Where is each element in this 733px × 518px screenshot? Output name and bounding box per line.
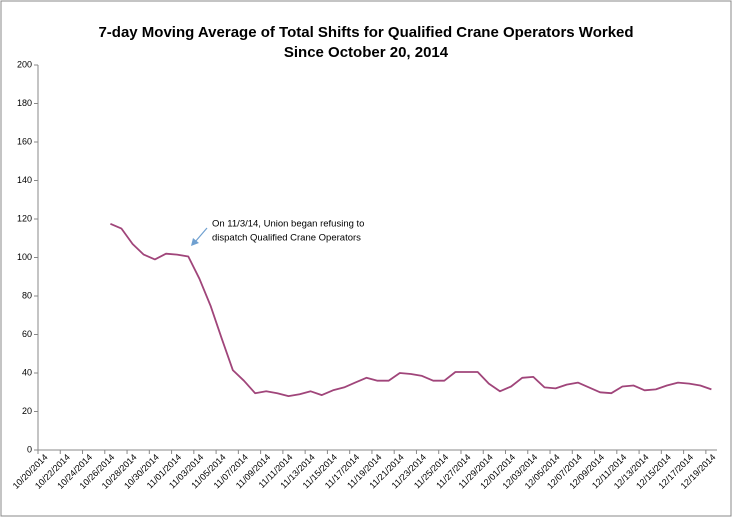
y-tick-label: 160 [17,136,32,146]
chart-subtitle: Since October 20, 2014 [284,44,449,61]
annotation: On 11/3/14, Union began refusing to [212,219,364,230]
annotation: dispatch Qualified Crane Operators [212,233,361,244]
y-tick-label: 100 [17,252,32,262]
annotation-arrow [194,227,208,243]
annotation-arrowhead [191,238,199,246]
y-tick-label: 40 [22,367,32,377]
y-tick-label: 60 [22,329,32,339]
chart-title: 7-day Moving Average of Total Shifts for… [98,24,633,41]
y-tick-label: 80 [22,290,32,300]
y-tick-label: 0 [27,444,32,454]
y-tick-label: 120 [17,213,32,223]
y-tick-label: 180 [17,98,32,108]
y-tick-label: 20 [22,406,32,416]
y-tick-label: 200 [17,59,32,69]
y-tick-label: 140 [17,175,32,185]
series-line [110,222,712,397]
